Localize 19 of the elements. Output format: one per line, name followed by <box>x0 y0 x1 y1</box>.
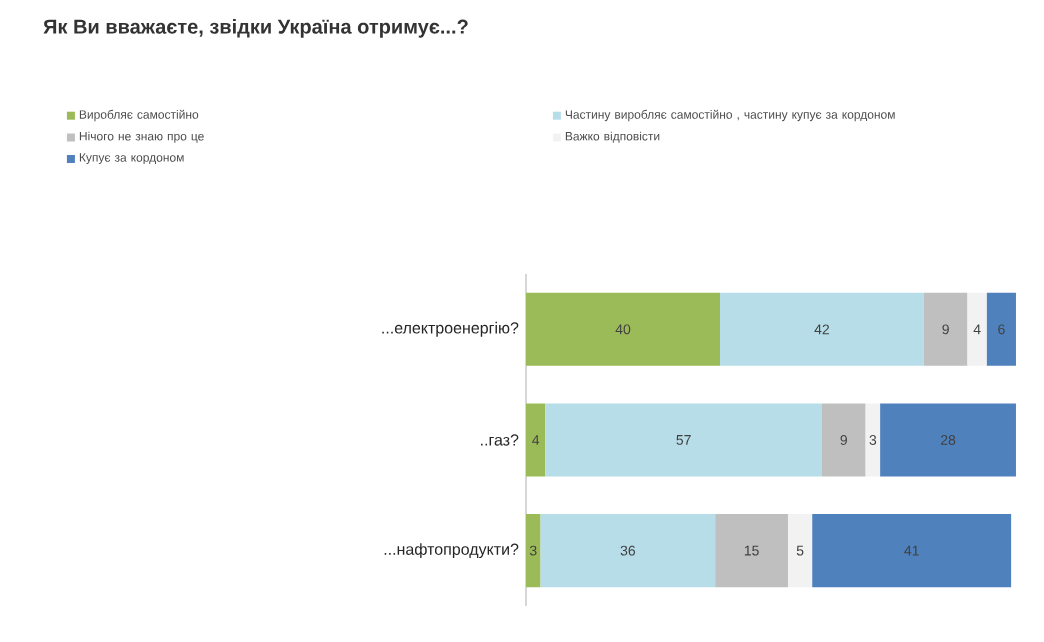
bar <box>821 403 866 477</box>
bar <box>540 514 716 588</box>
bar <box>526 403 546 477</box>
bar <box>923 292 968 366</box>
bar <box>986 292 1016 366</box>
y-tick-label: ..газ? <box>481 434 519 446</box>
bar <box>967 292 987 366</box>
bar <box>715 514 788 588</box>
bar <box>526 292 721 366</box>
bar <box>880 403 1016 477</box>
bar <box>865 403 881 477</box>
bar <box>720 292 924 366</box>
bar <box>787 514 813 588</box>
bar <box>812 514 1012 588</box>
y-tick-label: ...нафтопродукти? <box>384 543 519 559</box>
text: Як Ви вважаєте, звідки Україна отримує...? <box>43 19 468 38</box>
bar <box>545 403 822 477</box>
y-tick-label: ...електроенергію? <box>382 321 519 337</box>
bar <box>526 514 541 588</box>
